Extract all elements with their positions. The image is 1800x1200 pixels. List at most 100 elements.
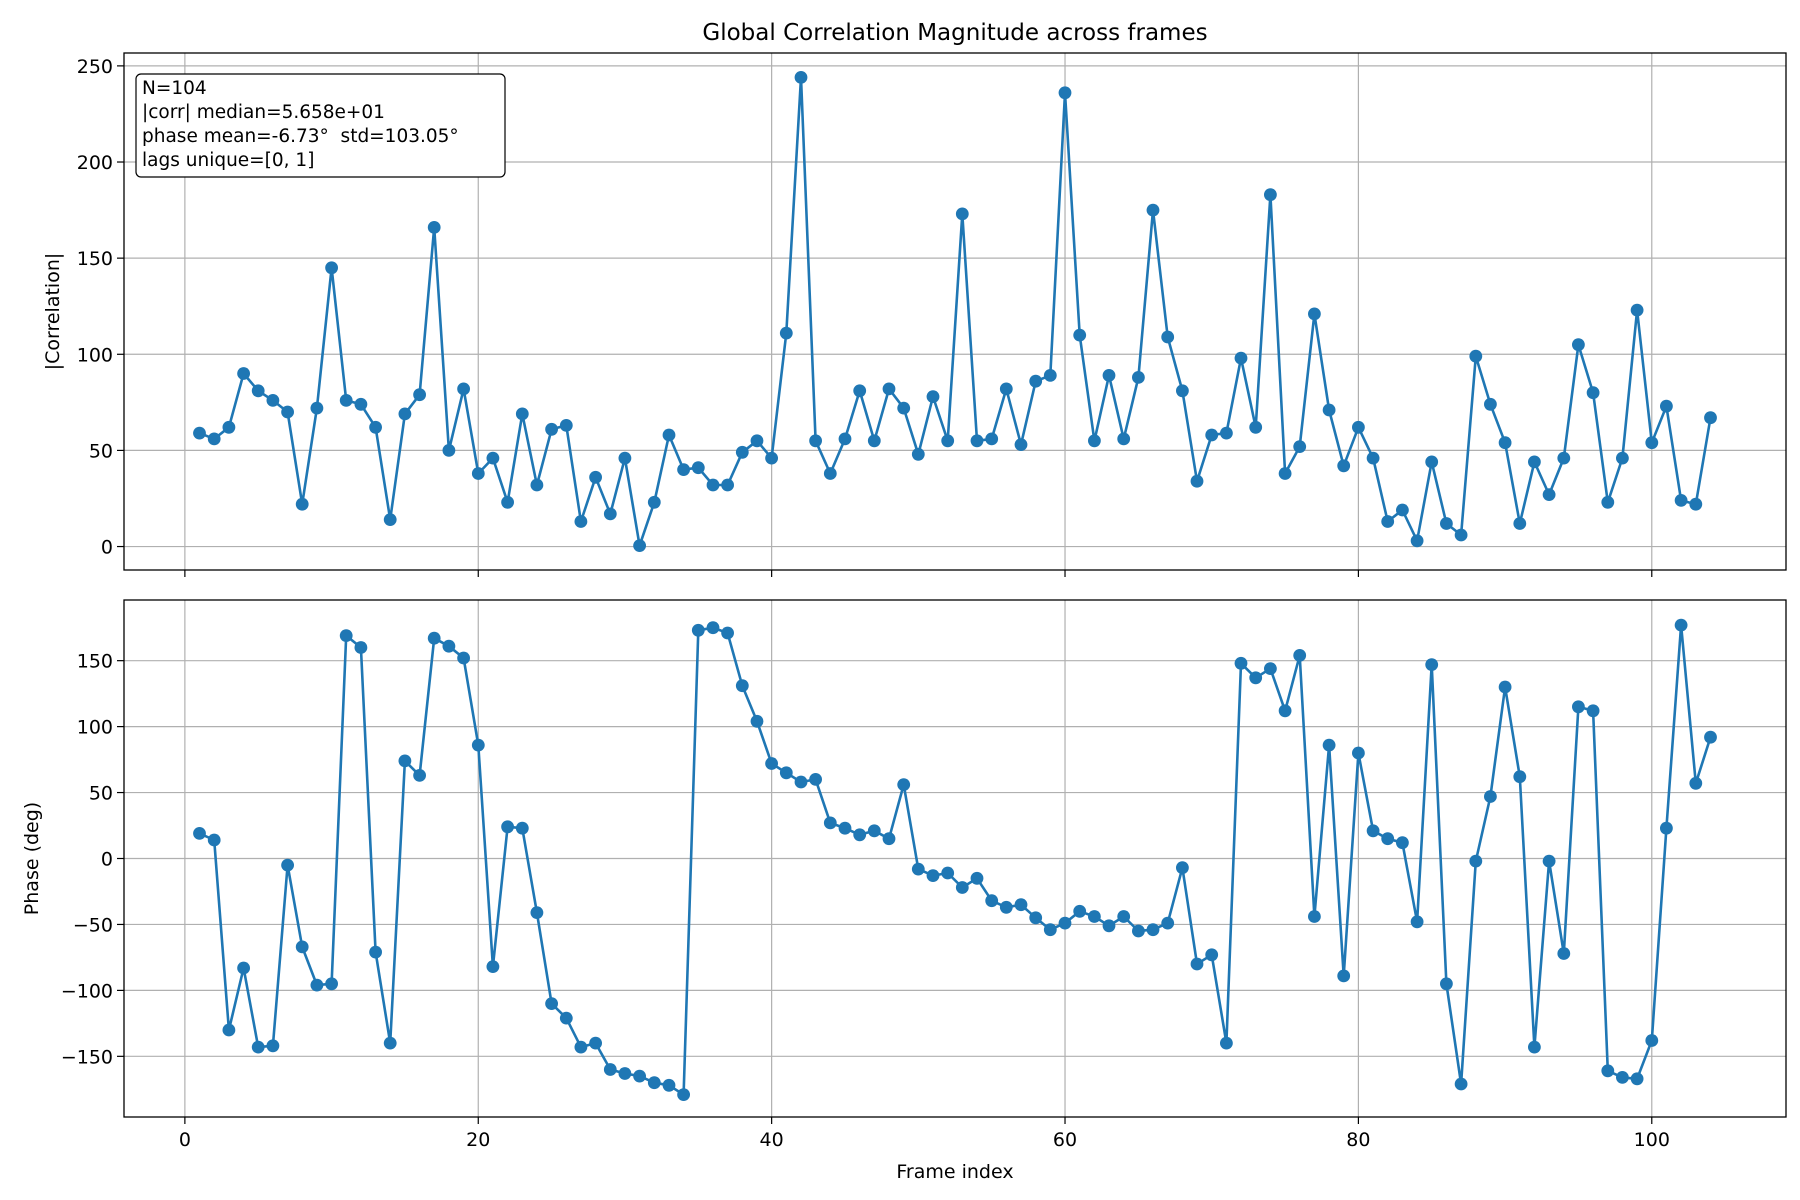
- correlation-data-point: [955, 207, 969, 221]
- phase-data-point: [1498, 680, 1512, 694]
- phase-data-point: [1645, 1034, 1659, 1047]
- phase-data-point: [237, 961, 251, 975]
- correlation-data-point: [1601, 495, 1615, 509]
- correlation-data-point: [515, 407, 529, 421]
- phase-data-point: [383, 1036, 397, 1050]
- phase-data-point: [1029, 911, 1043, 925]
- phase-data-point: [1586, 704, 1600, 718]
- correlation-data-point: [1190, 474, 1204, 488]
- phase-data-point: [1073, 904, 1087, 918]
- phase-series: [193, 618, 1717, 1101]
- correlation-data-point: [823, 467, 837, 480]
- correlation-y-tick-label: 250: [77, 56, 113, 78]
- phase-data-point: [1234, 656, 1248, 670]
- x-axis-label: Frame index: [896, 1161, 1013, 1183]
- phase-data-point: [471, 738, 485, 752]
- phase-data-point: [413, 769, 426, 782]
- phase-data-point: [559, 1011, 573, 1025]
- correlation-data-point: [1689, 497, 1703, 511]
- correlation-data-point: [1674, 494, 1688, 507]
- correlation-data-point: [647, 495, 661, 509]
- phase-data-point: [251, 1040, 265, 1054]
- correlation-data-point: [398, 407, 412, 421]
- phase-x-tick-label: 20: [466, 1129, 490, 1151]
- correlation-data-point: [721, 478, 734, 492]
- correlation-data-point: [985, 432, 999, 446]
- correlation-data-point: [1366, 451, 1380, 465]
- correlation-data-point: [1161, 330, 1175, 344]
- correlation-data-point: [471, 467, 485, 480]
- phase-y-axis-label: Phase (deg): [21, 802, 43, 915]
- phase-data-point: [662, 1078, 676, 1092]
- phase-data-point: [706, 621, 720, 635]
- phase-data-point: [1381, 832, 1395, 846]
- correlation-data-point: [1396, 503, 1409, 517]
- correlation-data-point: [559, 419, 573, 432]
- phase-data-point: [647, 1076, 661, 1090]
- correlation-data-point: [706, 478, 720, 492]
- correlation-data-point: [1513, 517, 1527, 530]
- correlation-data-point: [339, 394, 353, 407]
- phase-x-tick-label: 40: [760, 1129, 784, 1151]
- stats-line-lags: lags unique=[0, 1]: [142, 150, 314, 171]
- phase-y-tick-label: −150: [61, 1046, 113, 1068]
- phase-y-tick-label: 150: [77, 651, 113, 673]
- correlation-data-point: [691, 461, 705, 475]
- phase-data-point: [1264, 662, 1277, 675]
- phase-data-point: [1484, 790, 1497, 803]
- correlation-data-point: [1088, 434, 1101, 448]
- phase-data-point: [603, 1063, 617, 1076]
- correlation-data-point: [1557, 451, 1571, 465]
- phase-data-point: [1102, 919, 1116, 933]
- phase-data-point: [618, 1067, 632, 1080]
- phase-data-point: [501, 820, 514, 834]
- phase-data-point: [1674, 618, 1688, 632]
- correlation-data-point: [735, 445, 749, 459]
- correlation-y-tick-label: 100: [77, 344, 113, 366]
- correlation-data-point: [427, 221, 441, 234]
- phase-data-point: [1469, 854, 1483, 868]
- correlation-data-point: [1542, 488, 1556, 501]
- phase-data-point: [897, 778, 911, 791]
- correlation-data-point: [1645, 436, 1659, 450]
- phase-data-point: [882, 832, 896, 846]
- phase-data-point: [1454, 1077, 1468, 1091]
- phase-data-point: [486, 960, 500, 973]
- phase-data-point: [1396, 836, 1409, 850]
- phase-data-point: [1176, 861, 1189, 875]
- correlation-data-point: [207, 432, 221, 446]
- correlation-data-point: [1572, 338, 1585, 352]
- phase-data-point: [457, 651, 470, 665]
- correlation-data-point: [970, 434, 984, 448]
- phase-data-point: [1117, 910, 1131, 923]
- correlation-data-point: [325, 261, 338, 275]
- phase-data-point: [1425, 658, 1439, 671]
- correlation-data-point: [1146, 203, 1160, 217]
- correlation-data-point: [1102, 369, 1116, 382]
- phase-data-point: [633, 1069, 646, 1083]
- correlation-ticks: 0 50 100 150 200 250: [77, 56, 1653, 577]
- phase-y-tick-label: −50: [73, 914, 113, 936]
- correlation-data-point: [369, 420, 382, 434]
- correlation-data-point: [1586, 386, 1600, 400]
- stats-annotation: N=104 |corr| median=5.658e+01 phase mean…: [135, 73, 506, 178]
- phase-data-point: [999, 900, 1013, 914]
- correlation-data-point: [1454, 528, 1468, 542]
- correlation-data-point: [442, 444, 456, 457]
- correlation-data-point: [779, 326, 793, 340]
- phase-data-point: [735, 679, 749, 693]
- phase-data-point: [1601, 1064, 1615, 1078]
- phase-data-point: [515, 821, 529, 835]
- phase-data-point: [310, 978, 324, 992]
- correlation-data-point: [1014, 438, 1028, 451]
- correlation-data-point: [413, 388, 426, 402]
- correlation-data-point: [1337, 459, 1351, 473]
- correlation-data-point: [662, 428, 676, 442]
- phase-data-point: [765, 757, 778, 770]
- phase-data-point: [1410, 915, 1424, 929]
- phase-x-tick-label: 0: [179, 1129, 191, 1151]
- phase-x-tick-label: 100: [1634, 1129, 1670, 1151]
- stats-line-phase: phase mean=-6.73° std=103.05°: [142, 126, 459, 147]
- correlation-y-tick-label: 200: [77, 152, 113, 174]
- correlation-data-point: [1278, 467, 1292, 480]
